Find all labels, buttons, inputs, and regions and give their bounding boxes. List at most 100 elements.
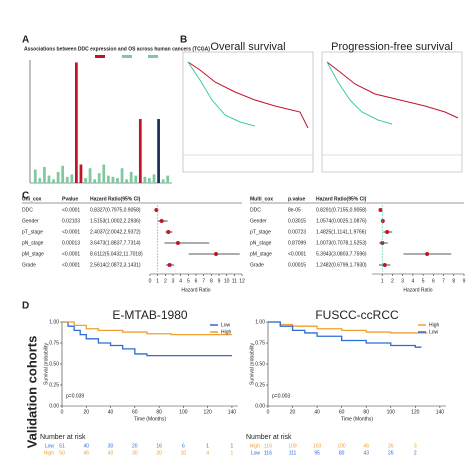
x-tick-label: 80: [363, 409, 369, 415]
risk-count: 6: [182, 443, 185, 449]
bar: [84, 178, 87, 183]
risk-count: 111: [289, 450, 297, 456]
table-cell: 0.00723: [288, 229, 306, 235]
bar: [106, 175, 110, 183]
table-header: Hazard Ratio(95% CI): [90, 196, 141, 202]
x-tick-label: 40: [314, 409, 320, 415]
bar: [157, 119, 160, 183]
risk-count: 26: [388, 450, 394, 456]
risk-count: 20: [132, 443, 138, 449]
panel-label: D: [22, 301, 29, 312]
risk-count: 103: [313, 443, 322, 449]
table-cell: DDC: [22, 207, 33, 213]
risk-count: 1: [231, 443, 234, 449]
hr-point: [380, 219, 385, 223]
y-tick-label: 1.00: [49, 319, 59, 325]
bar: [120, 168, 124, 183]
table-cell: <0.0001: [288, 251, 306, 257]
bar: [161, 179, 165, 183]
bar: [65, 176, 69, 183]
legend-swatch: [148, 55, 158, 58]
x-tick-label: 1: [381, 278, 384, 284]
survival-curve: [62, 321, 232, 336]
table-cell: 2.5614(2.0872,3.1431): [90, 262, 141, 268]
y-tick-label: 1.00: [255, 319, 265, 325]
table-cell: pT_stage: [22, 229, 43, 235]
table-cell: pM_stage: [22, 251, 44, 257]
table-cell: 1.0574(0.0025,1.0876): [316, 218, 367, 224]
side-title: Validation cohorts: [24, 336, 39, 449]
risk-count: 40: [108, 450, 114, 456]
table-cell: 0.03015: [288, 218, 306, 224]
x-tick-label: 3: [401, 278, 404, 284]
x-tick-label: 8: [452, 278, 455, 284]
x-tick-label: 4: [411, 278, 414, 284]
risk-count: 116: [264, 450, 272, 456]
x-tick-label: 6: [432, 278, 435, 284]
x-axis-label: Time (Months): [134, 416, 166, 422]
risk-count: 16: [156, 443, 162, 449]
y-tick-label: 0.50: [255, 361, 265, 367]
legend-swatch: [95, 55, 105, 58]
x-tick-label: 8: [210, 278, 213, 284]
table-cell: 2.4037(2.0042,2.9372): [90, 229, 141, 235]
x-tick-label: 2: [164, 278, 167, 284]
bar: [38, 178, 42, 183]
risk-count: 100: [337, 443, 346, 449]
table-cell: 8e-05: [288, 207, 301, 213]
hr-point: [159, 219, 164, 223]
bar: [152, 174, 156, 183]
legend-label: High: [429, 322, 440, 328]
risk-title: Number at risk: [246, 434, 292, 441]
table-header: p.value: [288, 196, 305, 202]
y-tick-label: 0.00: [49, 403, 59, 409]
y-tick-label: 0.75: [255, 340, 265, 346]
y-axis-label: Survival probability: [249, 343, 255, 385]
plot-frame: [182, 51, 314, 173]
bar: [33, 169, 37, 183]
table-cell: 1.5153(1.0002,2.2936): [90, 218, 141, 224]
risk-count: 46: [83, 450, 89, 456]
curve: [326, 61, 459, 119]
bar: [70, 174, 74, 183]
x-axis-label: Time (Months): [341, 416, 373, 422]
x-tick-label: 140: [436, 409, 445, 415]
risk-count: 80: [339, 450, 345, 456]
hr-point: [154, 208, 159, 212]
hr-point: [166, 230, 171, 234]
x-tick-label: 4: [179, 278, 182, 284]
table-cell: <0.0001: [62, 229, 80, 235]
bar: [129, 171, 133, 183]
bar: [47, 175, 51, 183]
risk-count: 30: [108, 443, 114, 449]
panel-label: C: [22, 191, 29, 202]
table-cell: 0.00013: [62, 240, 80, 246]
table-cell: pM_stage: [250, 251, 272, 257]
x-tick-label: 1: [156, 278, 159, 284]
x-tick-label: 60: [132, 409, 138, 415]
bar: [143, 176, 147, 183]
y-tick-label: 0.50: [49, 361, 59, 367]
table-cell: 8.6112(5.0432,11.7018): [90, 251, 143, 257]
risk-title: Number at risk: [40, 434, 86, 441]
curve: [326, 61, 393, 125]
p-value: p=0.003: [272, 393, 290, 399]
hr-point: [175, 241, 180, 245]
x-tick-label: 120: [203, 409, 212, 415]
table-cell: Grade: [250, 262, 264, 268]
y-tick-label: 0.75: [49, 340, 59, 346]
bar: [61, 165, 65, 183]
table-cell: DDC: [250, 207, 261, 213]
table-header: Hazard Ratio(95% CI): [316, 196, 367, 202]
table-cell: 0.87099: [288, 240, 306, 246]
table-cell: 3.6473(1.8837,7.7314): [90, 240, 141, 246]
table-cell: 1.0073(0.7078,1.5253): [316, 240, 367, 246]
table-cell: pT_stage: [250, 229, 271, 235]
risk-count: 30: [132, 450, 138, 456]
risk-count: 26: [388, 443, 394, 449]
bar: [102, 164, 106, 183]
x-tick-label: 5: [187, 278, 190, 284]
x-tick-label: 120: [411, 409, 420, 415]
p-value: p=0.039: [66, 393, 84, 399]
panel-a-legend: [95, 55, 158, 58]
